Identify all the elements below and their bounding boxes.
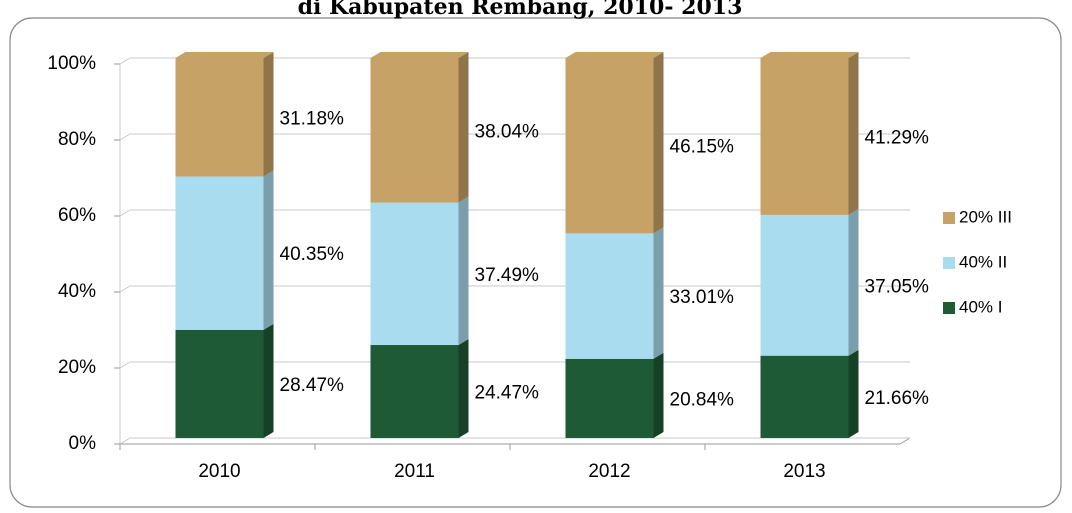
grid-line-depth: [119, 57, 131, 65]
bar-segment: [565, 233, 654, 359]
bar-segment-side: [458, 339, 469, 438]
data-label: 37.05%: [865, 276, 930, 297]
y-tick-label: 60%: [58, 205, 96, 226]
x-tick-label: 2012: [588, 461, 630, 482]
grid-line-depth: [119, 437, 131, 445]
grid-line-depth: [119, 209, 131, 217]
grid-line-depth: [119, 361, 131, 369]
x-tick-label: 2013: [783, 461, 825, 482]
legend-label: 20% III: [959, 207, 1012, 226]
legend-swatch: [943, 212, 955, 224]
chart-frame: [9, 17, 1062, 508]
bar-segment: [760, 214, 849, 356]
bar-segment-side: [848, 208, 859, 356]
data-label: 33.01%: [670, 287, 735, 308]
y-tick-label: 20%: [58, 357, 96, 378]
grid-line-depth: [119, 285, 131, 293]
bar-segment-side: [653, 352, 664, 438]
data-label: 41.29%: [865, 127, 930, 148]
bar-segment: [370, 58, 459, 203]
data-label: 37.49%: [475, 265, 540, 286]
bar-segment: [175, 329, 264, 438]
bar-segment: [175, 176, 264, 330]
bar-segment: [565, 58, 654, 234]
bar-segment-side: [458, 52, 469, 203]
bar-segment-side: [263, 170, 274, 330]
bar-segment: [370, 202, 459, 346]
legend-label: 40% II: [959, 252, 1007, 271]
bar-segment-side: [263, 323, 274, 438]
title-background: [230, 0, 810, 17]
y-tick-label: 80%: [58, 129, 96, 150]
bar-segment-side: [458, 196, 469, 346]
x-tick-label: 2010: [198, 461, 240, 482]
x-axis-depth: [899, 437, 911, 445]
bar-segment-side: [653, 52, 664, 234]
bar-segment-top: [175, 52, 274, 58]
legend-label: 40% I: [959, 297, 1002, 316]
grid-line-depth: [119, 133, 131, 141]
data-label: 40.35%: [280, 244, 345, 265]
bar-segment-top: [565, 52, 664, 58]
data-label: 38.04%: [475, 121, 540, 142]
bar-segment: [565, 358, 654, 438]
bar-segment: [175, 58, 264, 177]
bar-segment: [370, 345, 459, 438]
bar-segment-top: [760, 52, 859, 58]
bar-segment-side: [653, 227, 664, 359]
x-tick-label: 2011: [394, 461, 435, 482]
y-tick-label: 0%: [69, 433, 97, 454]
bar-segment-top: [370, 52, 469, 58]
legend-swatch: [943, 302, 955, 314]
bar-segment: [760, 355, 849, 438]
data-label: 31.18%: [280, 108, 345, 129]
legend-swatch: [943, 257, 955, 269]
chart-title: di Kabupaten Rembang, 2010- 2013: [298, 0, 743, 20]
data-label: 28.47%: [280, 375, 345, 396]
data-label: 46.15%: [670, 137, 735, 158]
data-label: 20.84%: [670, 389, 735, 410]
bar-segment-side: [848, 349, 859, 438]
bar-segment: [760, 58, 849, 215]
data-label: 24.47%: [475, 383, 540, 404]
data-label: 21.66%: [865, 388, 930, 409]
bar-segment-side: [848, 52, 859, 215]
y-tick-label: 40%: [58, 281, 96, 302]
bar-segment-side: [263, 52, 274, 177]
y-tick-label: 100%: [47, 53, 96, 74]
